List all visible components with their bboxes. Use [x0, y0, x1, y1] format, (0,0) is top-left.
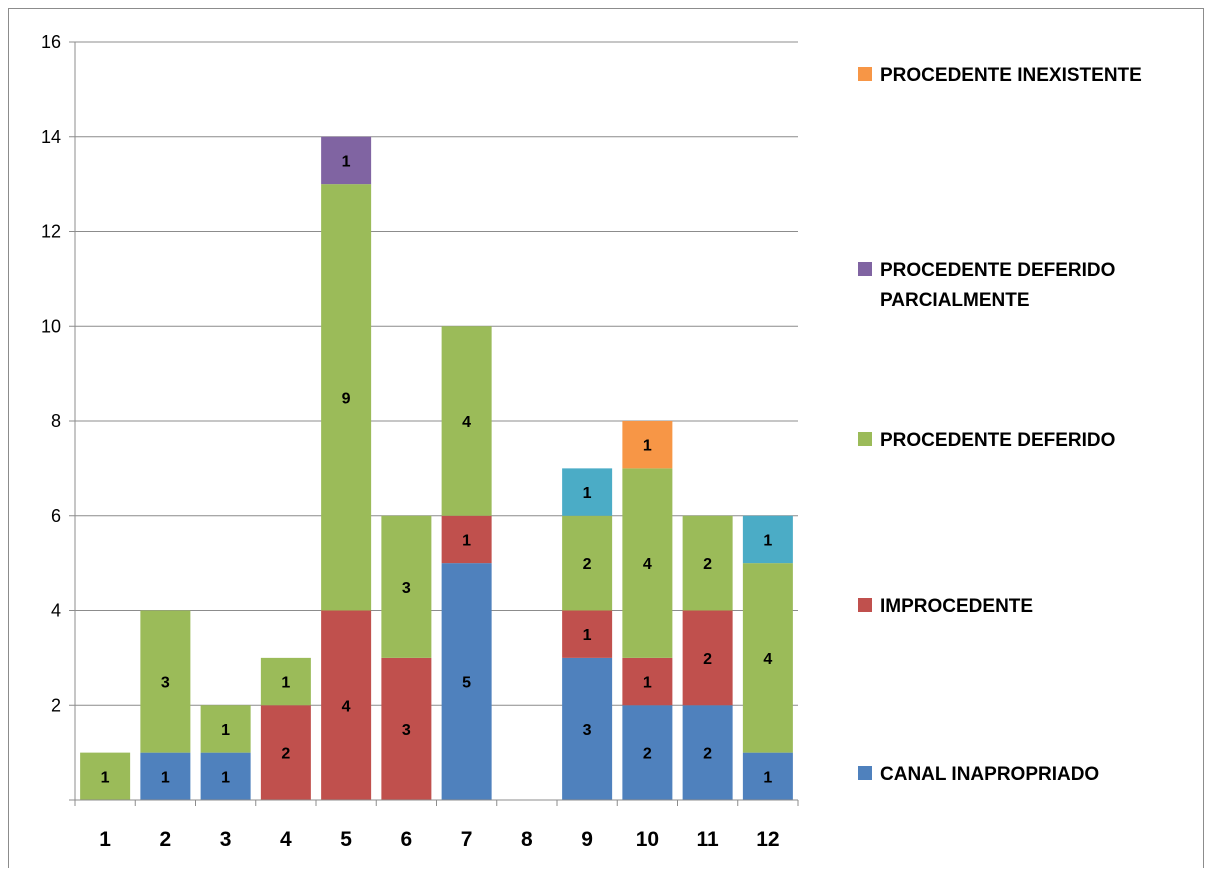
x-tick-label: 10 — [636, 828, 659, 851]
x-tick-label: 7 — [461, 828, 473, 851]
data-label: 1 — [161, 769, 170, 786]
bar-segment — [321, 610, 372, 800]
chart-frame — [8, 8, 1204, 868]
x-tick-label: 12 — [756, 828, 779, 851]
bar-segment — [562, 610, 613, 658]
bar-segment — [742, 752, 793, 800]
data-label: 5 — [462, 675, 471, 692]
bar-segment — [622, 421, 673, 469]
gridlines — [69, 41, 798, 706]
data-label: 2 — [703, 746, 712, 763]
data-label: 2 — [281, 746, 290, 763]
bar-segment — [622, 705, 673, 800]
legend-label: PROCEDENTE DEFERIDO PARCIALMENTE — [880, 260, 1115, 311]
x-tick-label: 3 — [220, 828, 232, 851]
y-tick-label: 4 — [51, 601, 61, 621]
data-label: 2 — [583, 556, 592, 573]
data-label: 1 — [342, 153, 351, 170]
bar-segment — [622, 468, 673, 658]
y-axis: 2 4 6 8 10 12 14 16 — [41, 32, 76, 800]
data-label: 1 — [101, 769, 110, 786]
bar-segment — [682, 515, 733, 611]
data-label: 4 — [763, 651, 772, 668]
bars: 1 1 3 1 1 2 1 4 9 1 3 3 5 1 4 3 1 2 1 2 1 4 1 2 2 2 1 4 1 — [80, 136, 793, 800]
bar-segment — [562, 468, 613, 516]
data-label: 3 — [583, 722, 592, 739]
data-label: 3 — [402, 580, 411, 597]
data-label: 4 — [342, 698, 351, 715]
bar-segment — [682, 610, 733, 706]
y-tick-label: 6 — [51, 506, 61, 526]
bar-segment — [140, 752, 191, 800]
x-tick-label: 11 — [697, 828, 720, 851]
x-tick-label: 2 — [160, 828, 172, 851]
data-label: 1 — [462, 532, 471, 549]
data-label: 1 — [221, 722, 230, 739]
x-tick-label: 1 — [99, 828, 111, 851]
legend-swatch — [858, 67, 872, 81]
legend-label: IMPROCEDENTE — [880, 596, 1033, 617]
legend-swatch — [858, 262, 872, 276]
bar-segment — [441, 515, 492, 564]
bar-segment — [622, 657, 673, 706]
data-label: 1 — [583, 485, 592, 502]
bar-segment — [682, 705, 733, 800]
bar-segment — [321, 184, 372, 611]
legend-label-line: PARCIALMENTE — [880, 290, 1030, 311]
y-tick-label: 2 — [51, 695, 61, 715]
x-tick-label: 5 — [340, 828, 352, 851]
y-tick-label: 10 — [41, 316, 61, 336]
data-label: 1 — [763, 769, 772, 786]
legend-label: PROCEDENTE INEXISTENTE — [880, 65, 1142, 86]
data-label: 1 — [583, 627, 592, 644]
bar-segment — [381, 657, 432, 800]
data-label: 4 — [643, 556, 652, 573]
data-label: 1 — [643, 675, 652, 692]
data-label: 2 — [703, 651, 712, 668]
legend-label: PROCEDENTE DEFERIDO — [880, 430, 1115, 451]
data-label: 3 — [161, 675, 170, 692]
legend: PROCEDENTE INEXISTENTE PROCEDENTE DEFERID… — [858, 65, 1142, 785]
bar-segment — [441, 326, 492, 516]
bar-segment — [260, 705, 311, 800]
bar-segment — [140, 610, 191, 753]
x-tick-label: 8 — [521, 828, 533, 851]
bar-segment — [200, 752, 251, 800]
legend-swatch — [858, 766, 872, 780]
bar-segment — [321, 136, 372, 185]
y-tick-label: 8 — [51, 411, 61, 431]
y-tick-label: 12 — [41, 222, 61, 242]
legend-label-line: PROCEDENTE DEFERIDO — [880, 260, 1115, 281]
bar-segment — [562, 515, 613, 611]
data-label: 1 — [281, 675, 290, 692]
bar-segment — [80, 752, 131, 800]
bar-segment — [200, 705, 251, 753]
bar-segment — [381, 515, 432, 658]
data-label: 1 — [643, 438, 652, 455]
data-label: 9 — [342, 390, 351, 407]
bar-segment — [742, 515, 793, 564]
x-tick-label: 9 — [581, 828, 593, 851]
x-tick-label: 6 — [401, 828, 413, 851]
bar-segment — [742, 563, 793, 753]
legend-swatch — [858, 432, 872, 446]
data-label: 2 — [703, 556, 712, 573]
y-tick-label: 16 — [41, 32, 61, 52]
data-label: 3 — [402, 722, 411, 739]
data-label: 4 — [462, 414, 471, 431]
x-axis: 1 2 3 4 5 6 7 8 9 10 11 12 — [69, 799, 799, 851]
x-tick-label: 4 — [280, 828, 292, 851]
y-tick-label: 14 — [41, 127, 61, 147]
bar-segment — [562, 657, 613, 800]
legend-swatch — [858, 598, 872, 612]
data-label: 1 — [763, 532, 772, 549]
bar-segment — [260, 657, 311, 706]
legend-label: CANAL INAPROPRIADO — [880, 764, 1099, 785]
data-label: 1 — [221, 769, 230, 786]
bar-segment — [441, 563, 492, 800]
data-label: 2 — [643, 746, 652, 763]
